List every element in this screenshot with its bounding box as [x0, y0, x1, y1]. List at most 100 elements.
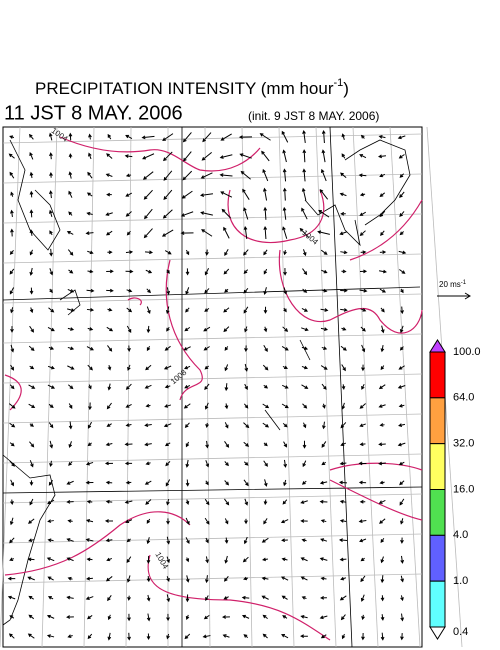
wind-arrow: [378, 442, 386, 447]
wind-arrow: [378, 500, 386, 504]
wind-arrow: [126, 325, 132, 333]
wind-arrow: [164, 345, 171, 351]
grid-line: [352, 126, 379, 648]
wind-arrow: [262, 557, 269, 562]
wind-arrow: [320, 634, 327, 639]
wind-arrow: [244, 518, 248, 525]
major-grid: [2, 126, 423, 648]
wind-arrow: [244, 498, 249, 506]
wind-arrow: [86, 308, 95, 312]
wind-arrow: [359, 269, 368, 274]
wind-arrow: [398, 365, 405, 370]
wind-arrow: [85, 480, 94, 485]
wind-arrow: [106, 402, 112, 410]
wind-arrow: [66, 615, 74, 619]
wind-arrow: [280, 519, 289, 524]
wind-arrow: [127, 595, 131, 601]
wind-arrow: [10, 228, 14, 237]
wind-arrow: [380, 365, 385, 371]
wind-arrow: [68, 269, 74, 274]
wind-scale-label: 20 ms-1: [439, 280, 467, 290]
wind-arrow: [87, 442, 92, 447]
wind-arrow: [46, 557, 55, 562]
wind-arrow: [299, 227, 310, 238]
wind-arrow: [300, 614, 308, 619]
wind-arrow: [361, 633, 365, 641]
wind-arrow: [86, 557, 93, 562]
wind-arrow: [321, 149, 326, 163]
wind-arrow: [9, 537, 15, 544]
wind-arrow: [166, 556, 170, 564]
wind-arrow: [302, 403, 308, 409]
wind-arrow: [340, 250, 348, 255]
wind-arrow: [380, 556, 385, 564]
wind-arrow: [239, 153, 252, 159]
wind-arrow: [263, 499, 268, 506]
wind-arrow: [223, 596, 229, 600]
wind-arrow: [126, 538, 131, 543]
wind-arrow: [301, 207, 308, 220]
wind-arrow: [185, 594, 190, 603]
wind-arrow: [29, 441, 35, 448]
wind-arrow: [67, 288, 75, 293]
wind-scale-arrow: [437, 292, 471, 300]
wind-arrow: [340, 308, 348, 312]
wind-arrow: [201, 152, 212, 161]
wind-arrow: [400, 288, 404, 294]
wind-arrow: [223, 326, 230, 333]
wind-arrow: [223, 307, 230, 313]
wind-arrow: [321, 441, 327, 448]
wind-arrow: [301, 480, 307, 485]
wind-arrow: [205, 422, 209, 429]
wind-arrow: [380, 614, 385, 621]
wind-arrow: [320, 249, 328, 255]
wind-arrow: [361, 383, 365, 390]
grid-line: [2, 573, 423, 584]
wind-arrow: [320, 576, 327, 581]
wind-arrow: [145, 499, 152, 505]
wind-arrow: [8, 153, 15, 159]
wind-arrow: [339, 461, 347, 466]
wind-arrow: [29, 365, 35, 370]
wind-arrow: [87, 269, 94, 274]
wind-arrow: [320, 168, 327, 182]
wind-arrow: [29, 423, 34, 427]
wind-arrow: [282, 615, 288, 619]
wind-arrow: [164, 384, 171, 389]
wind-arrow: [9, 287, 15, 295]
wind-arrow: [85, 461, 94, 466]
map-area: 1004 1008 1004 1004: [0, 126, 463, 648]
wind-arrow: [320, 327, 329, 331]
wind-arrow: [127, 364, 131, 371]
wind-arrow: [164, 442, 171, 447]
isobars: [4, 136, 423, 641]
colorbar-label: 32.0: [453, 438, 474, 450]
wind-arrow: [87, 327, 94, 331]
wind-arrow: [105, 576, 113, 582]
wind-arrow: [185, 557, 190, 563]
colorbar-label: 4.0: [453, 529, 468, 541]
wind-arrow: [244, 345, 248, 353]
wind-arrow: [166, 536, 171, 545]
wind-arrow: [319, 615, 328, 620]
wind-arrow: [300, 557, 308, 562]
wind-arrow: [400, 518, 404, 525]
wind-arrow: [9, 268, 15, 275]
wind-arrow: [317, 230, 330, 235]
wind-arrow: [302, 249, 307, 257]
wind-arrow: [243, 403, 249, 409]
wind-arrow: [322, 421, 326, 430]
wind-arrow: [263, 206, 268, 220]
wind-arrow: [10, 499, 14, 506]
wind-arrow: [263, 187, 268, 201]
wind-arrow: [282, 206, 287, 220]
wind-arrow: [29, 229, 34, 236]
wind-arrow: [86, 346, 94, 351]
wind-arrow: [224, 537, 229, 544]
wind-arrow: [184, 365, 191, 370]
wind-arrow: [163, 365, 172, 370]
wind-arrow: [28, 384, 36, 389]
wind-arrow: [145, 364, 152, 371]
wind-arrow: [262, 422, 270, 428]
wind-arrow: [300, 634, 308, 639]
